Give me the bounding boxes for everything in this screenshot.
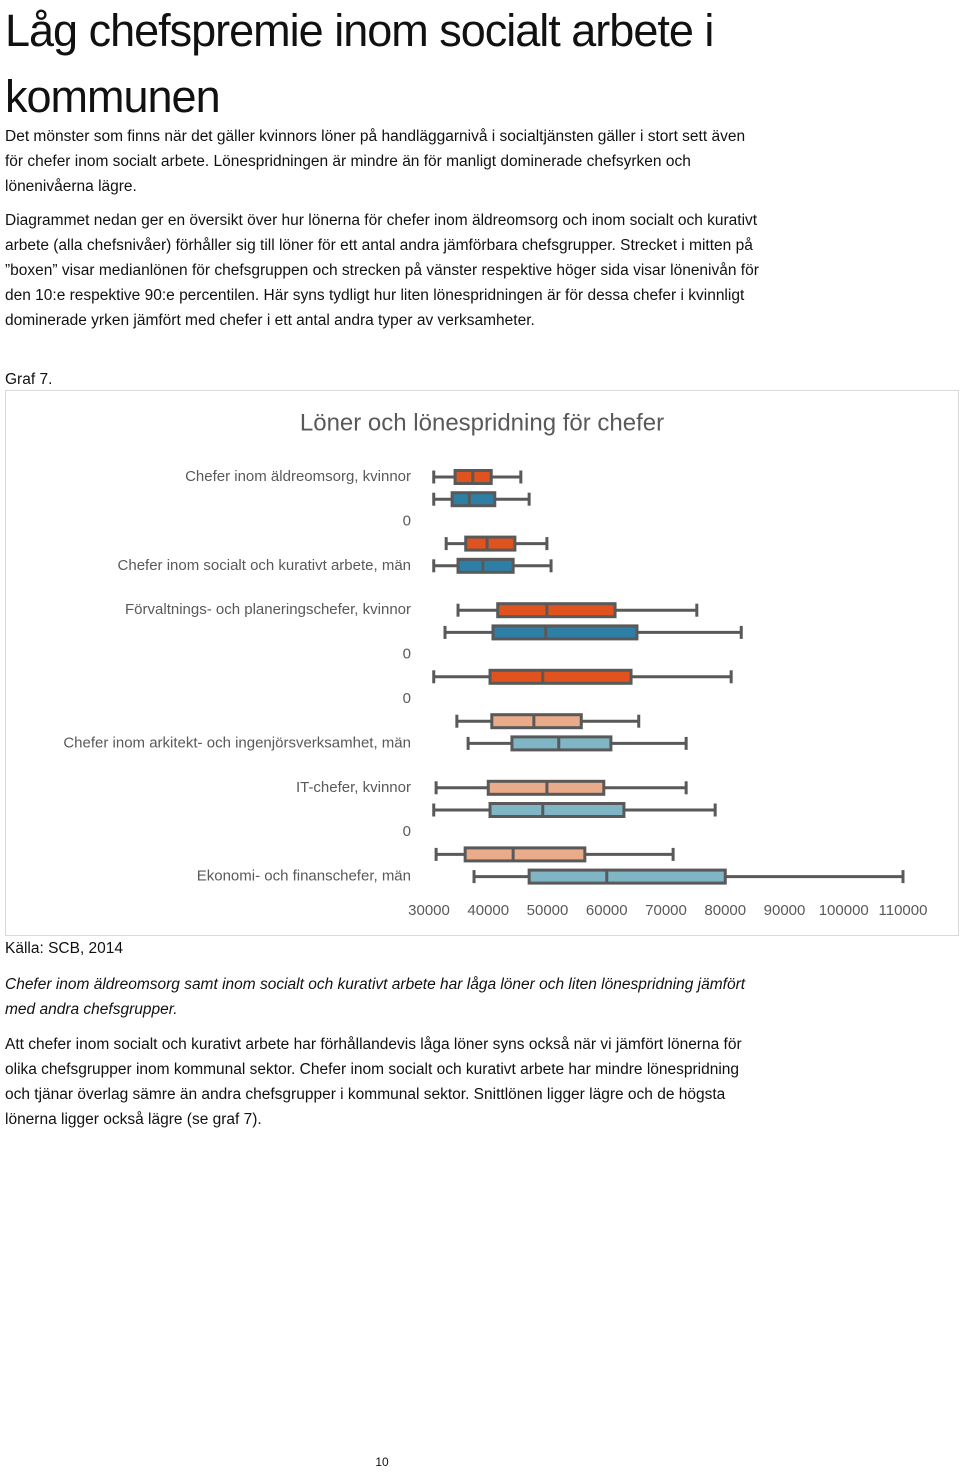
x-tick-label: 80000	[704, 902, 746, 919]
y-tick-label: 0	[403, 646, 411, 663]
box	[527, 868, 727, 885]
y-tick-label: 0	[403, 823, 411, 840]
box	[488, 802, 626, 818]
y-tick-label: 0	[403, 690, 411, 707]
box	[491, 624, 639, 641]
box	[450, 491, 497, 508]
box	[490, 713, 583, 730]
x-tick-label: 90000	[764, 902, 806, 919]
box	[463, 846, 587, 863]
chart: Löner och lönespridning för chefer 30000…	[63, 409, 928, 919]
paragraph: Att chefer inom socialt och kurativt arb…	[5, 1036, 742, 1128]
x-tick-label: 100000	[819, 902, 869, 919]
y-tick-label: Chefer inom socialt och kurativt arbete,…	[118, 557, 411, 574]
box	[510, 735, 613, 752]
y-tick-label: Chefer inom äldreomsorg, kvinnor	[185, 468, 411, 485]
y-tick-label: 0	[403, 512, 411, 529]
y-tick-label: IT-chefer, kvinnor	[296, 779, 411, 796]
y-tick-label: Chefer inom arkitekt- och ingenjörsverks…	[63, 734, 411, 751]
x-tick-label: 70000	[645, 902, 687, 919]
box	[488, 668, 633, 685]
box	[496, 602, 617, 619]
chart-title: Löner och lönespridning för chefer	[300, 409, 664, 436]
box	[464, 535, 517, 552]
page-number: 10	[375, 1455, 389, 1469]
x-tick-label: 60000	[586, 902, 628, 919]
page-title: Låg chefspremie inom socialt arbete i ko…	[5, 5, 714, 122]
paragraph: Diagrammet nedan ger en översikt över hu…	[5, 212, 759, 329]
figure-label: Graf 7.	[5, 371, 53, 388]
caption: Chefer inom äldreomsorg samt inom social…	[5, 976, 746, 1018]
chart-frame: Löner och lönespridning för chefer 30000…	[5, 390, 959, 936]
y-tick-label: Ekonomi- och finanschefer, män	[197, 868, 411, 885]
y-tick-label: Förvaltnings- och planeringschefer, kvin…	[125, 601, 411, 618]
x-tick-label: 30000	[408, 902, 450, 919]
x-tick-label: 110000	[879, 902, 928, 919]
x-tick-label: 40000	[467, 902, 509, 919]
box	[456, 557, 515, 574]
paragraph: Det mönster som finns när det gäller kvi…	[5, 128, 746, 195]
source: Källa: SCB, 2014	[5, 940, 124, 957]
x-tick-label: 50000	[527, 902, 569, 919]
